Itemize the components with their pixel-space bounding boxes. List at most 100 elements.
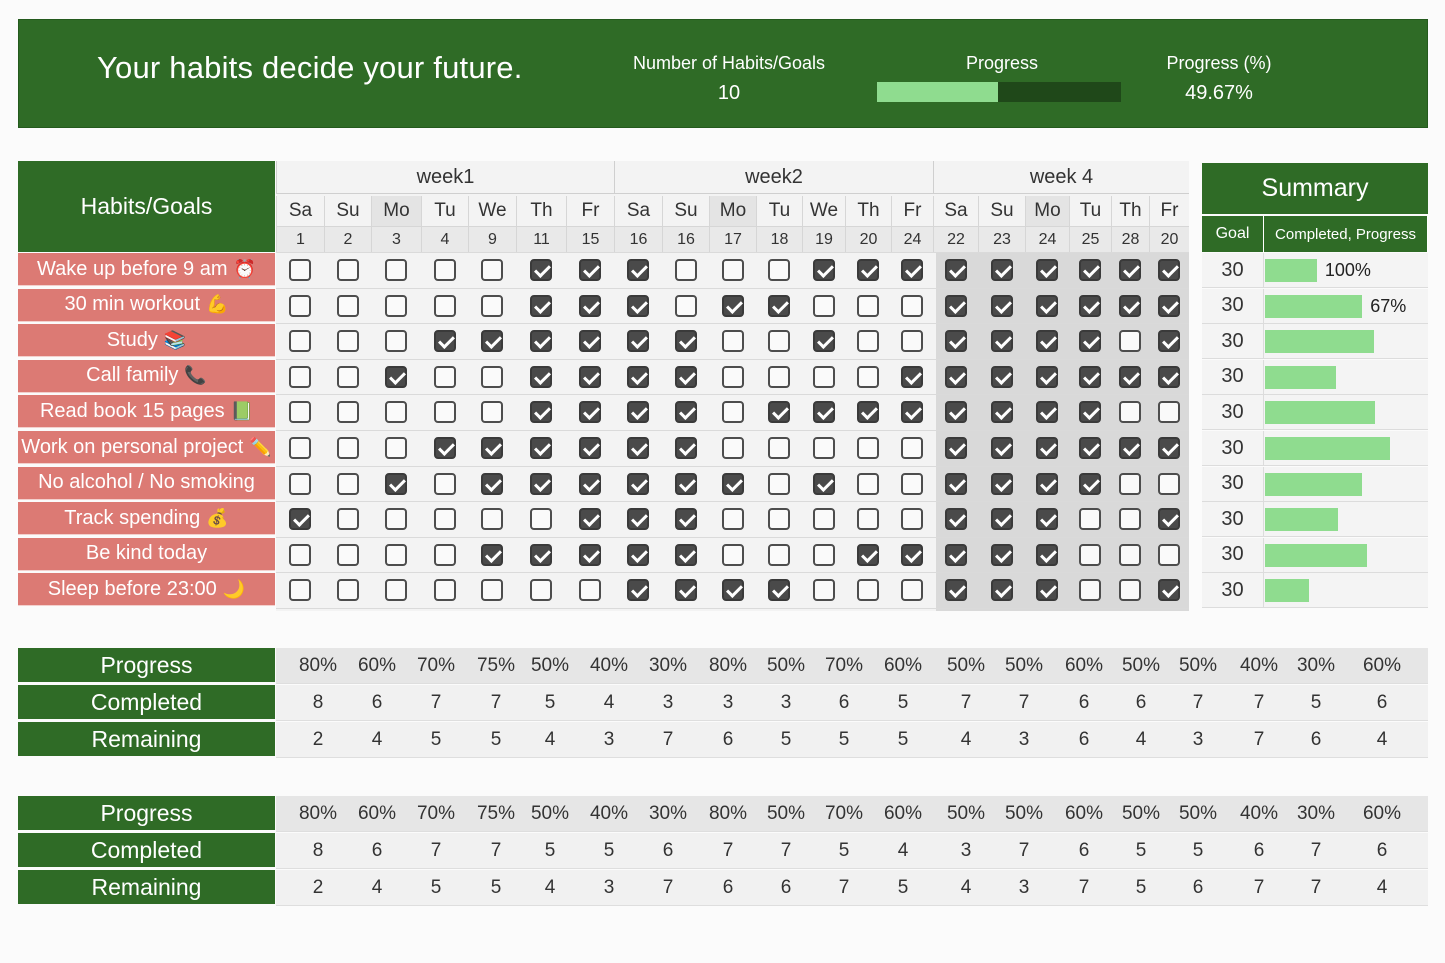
checkbox-checked[interactable]	[674, 401, 697, 424]
checkbox-unchecked[interactable]	[768, 365, 790, 388]
checkbox-unchecked[interactable]	[857, 579, 879, 602]
checkbox-checked[interactable]	[768, 294, 790, 317]
checkbox-unchecked[interactable]	[901, 508, 923, 531]
checkbox-checked[interactable]	[579, 508, 601, 531]
checkbox-checked[interactable]	[990, 579, 1013, 602]
checkbox-checked[interactable]	[812, 401, 835, 424]
checkbox-checked[interactable]	[1158, 330, 1180, 353]
checkbox-checked[interactable]	[627, 437, 649, 459]
checkbox-unchecked[interactable]	[336, 508, 359, 531]
checkbox-unchecked[interactable]	[433, 401, 456, 424]
checkbox-checked[interactable]	[1158, 259, 1180, 281]
checkbox-checked[interactable]	[721, 294, 744, 317]
checkbox-checked[interactable]	[1119, 437, 1141, 459]
checkbox-checked[interactable]	[1079, 437, 1101, 459]
checkbox-unchecked[interactable]	[1079, 508, 1101, 531]
checkbox-unchecked[interactable]	[901, 294, 923, 317]
checkbox-unchecked[interactable]	[530, 579, 552, 602]
checkbox-unchecked[interactable]	[768, 259, 790, 281]
checkbox-unchecked[interactable]	[768, 472, 790, 495]
checkbox-checked[interactable]	[481, 543, 503, 566]
checkbox-unchecked[interactable]	[336, 330, 359, 353]
checkbox-unchecked[interactable]	[857, 472, 879, 495]
checkbox-checked[interactable]	[944, 472, 967, 495]
checkbox-unchecked[interactable]	[385, 401, 407, 424]
checkbox-checked[interactable]	[901, 365, 923, 388]
checkbox-checked[interactable]	[579, 259, 601, 281]
checkbox-unchecked[interactable]	[857, 365, 879, 388]
checkbox-unchecked[interactable]	[1158, 472, 1180, 495]
checkbox-checked[interactable]	[944, 437, 967, 459]
checkbox-checked[interactable]	[768, 401, 790, 424]
checkbox-checked[interactable]	[627, 508, 649, 531]
checkbox-unchecked[interactable]	[901, 437, 923, 459]
checkbox-unchecked[interactable]	[289, 543, 311, 566]
checkbox-unchecked[interactable]	[721, 401, 744, 424]
checkbox-checked[interactable]	[944, 543, 967, 566]
checkbox-unchecked[interactable]	[433, 579, 456, 602]
checkbox-unchecked[interactable]	[812, 508, 835, 531]
checkbox-unchecked[interactable]	[1119, 579, 1141, 602]
checkbox-unchecked[interactable]	[768, 508, 790, 531]
checkbox-checked[interactable]	[812, 259, 835, 281]
checkbox-unchecked[interactable]	[385, 508, 407, 531]
checkbox-checked[interactable]	[944, 401, 967, 424]
checkbox-checked[interactable]	[627, 259, 649, 281]
checkbox-checked[interactable]	[433, 330, 456, 353]
checkbox-checked[interactable]	[481, 330, 503, 353]
checkbox-checked[interactable]	[1036, 294, 1058, 317]
checkbox-unchecked[interactable]	[768, 330, 790, 353]
checkbox-checked[interactable]	[901, 543, 923, 566]
checkbox-unchecked[interactable]	[433, 294, 456, 317]
checkbox-checked[interactable]	[768, 579, 790, 602]
checkbox-unchecked[interactable]	[336, 259, 359, 281]
checkbox-checked[interactable]	[721, 579, 744, 602]
checkbox-checked[interactable]	[857, 401, 879, 424]
checkbox-unchecked[interactable]	[721, 259, 744, 281]
checkbox-checked[interactable]	[812, 472, 835, 495]
checkbox-checked[interactable]	[385, 365, 407, 388]
checkbox-unchecked[interactable]	[721, 330, 744, 353]
checkbox-unchecked[interactable]	[385, 259, 407, 281]
checkbox-unchecked[interactable]	[1158, 543, 1180, 566]
checkbox-checked[interactable]	[1079, 330, 1101, 353]
checkbox-checked[interactable]	[579, 294, 601, 317]
checkbox-checked[interactable]	[289, 508, 311, 531]
checkbox-checked[interactable]	[990, 259, 1013, 281]
checkbox-unchecked[interactable]	[289, 579, 311, 602]
checkbox-unchecked[interactable]	[336, 294, 359, 317]
checkbox-unchecked[interactable]	[857, 437, 879, 459]
checkbox-checked[interactable]	[990, 365, 1013, 388]
checkbox-checked[interactable]	[1079, 294, 1101, 317]
checkbox-unchecked[interactable]	[481, 579, 503, 602]
checkbox-checked[interactable]	[1119, 294, 1141, 317]
checkbox-checked[interactable]	[1079, 365, 1101, 388]
checkbox-unchecked[interactable]	[336, 472, 359, 495]
checkbox-checked[interactable]	[627, 330, 649, 353]
checkbox-checked[interactable]	[481, 472, 503, 495]
checkbox-unchecked[interactable]	[481, 508, 503, 531]
checkbox-unchecked[interactable]	[433, 543, 456, 566]
checkbox-unchecked[interactable]	[481, 401, 503, 424]
checkbox-checked[interactable]	[1036, 543, 1058, 566]
checkbox-checked[interactable]	[627, 401, 649, 424]
checkbox-unchecked[interactable]	[433, 508, 456, 531]
checkbox-checked[interactable]	[1079, 401, 1101, 424]
checkbox-unchecked[interactable]	[768, 437, 790, 459]
checkbox-unchecked[interactable]	[289, 472, 311, 495]
checkbox-checked[interactable]	[1119, 259, 1141, 281]
checkbox-checked[interactable]	[674, 579, 697, 602]
checkbox-unchecked[interactable]	[674, 259, 697, 281]
checkbox-checked[interactable]	[674, 437, 697, 459]
checkbox-unchecked[interactable]	[1079, 579, 1101, 602]
checkbox-checked[interactable]	[944, 579, 967, 602]
checkbox-unchecked[interactable]	[385, 294, 407, 317]
checkbox-unchecked[interactable]	[579, 579, 601, 602]
checkbox-unchecked[interactable]	[857, 294, 879, 317]
checkbox-checked[interactable]	[579, 365, 601, 388]
checkbox-checked[interactable]	[1036, 579, 1058, 602]
checkbox-checked[interactable]	[1158, 365, 1180, 388]
checkbox-checked[interactable]	[530, 294, 552, 317]
checkbox-unchecked[interactable]	[1119, 508, 1141, 531]
checkbox-unchecked[interactable]	[289, 330, 311, 353]
